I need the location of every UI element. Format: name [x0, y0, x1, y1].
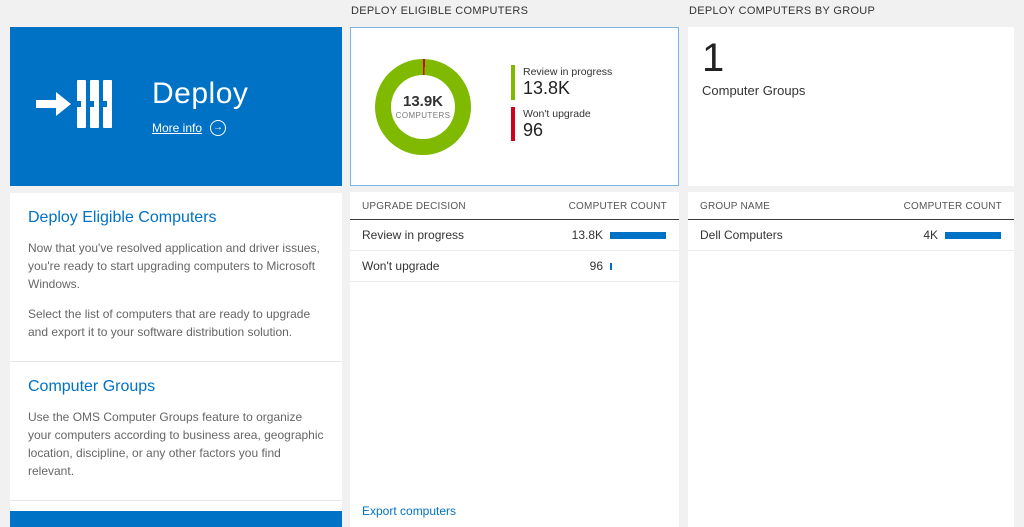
upgrade-decision-table-card: UPGRADE DECISION COMPUTER COUNT Review i… — [350, 192, 679, 527]
deploy-eligible-computers-heading: Deploy Eligible Computers — [28, 209, 217, 226]
column-header-group-name: GROUP NAME — [700, 201, 771, 212]
count-bar — [610, 231, 666, 239]
table-header-row: GROUP NAME COMPUTER COUNT — [688, 192, 1014, 220]
export-computers-link[interactable]: Export computers — [362, 504, 457, 518]
more-info-link[interactable]: More info — [152, 121, 203, 135]
column-header-computer-count: COMPUTER COUNT — [568, 201, 667, 212]
legend-swatch-green — [511, 64, 515, 100]
deploy-icon — [36, 76, 114, 137]
left-footer-accent-bar — [10, 511, 342, 527]
right-column-header: DEPLOY COMPUTERS BY GROUP — [689, 5, 876, 17]
row-bar-cell — [610, 231, 667, 239]
table-row[interactable]: Dell Computers 4K — [688, 220, 1014, 251]
section-paragraph: Select the list of computers that are re… — [28, 307, 311, 339]
deploy-tile-title: Deploy — [152, 77, 249, 110]
deploy-tile[interactable]: Deploy More info → — [10, 27, 342, 186]
eligible-computers-donut-chart[interactable]: 13.9K COMPUTERS — [375, 58, 471, 155]
column-header-upgrade-decision: UPGRADE DECISION — [362, 201, 466, 212]
column-header-computer-count: COMPUTER COUNT — [903, 201, 1002, 212]
middle-column-header: DEPLOY ELIGIBLE COMPUTERS — [351, 5, 529, 17]
deploy-overview-column: Deploy More info → Deploy Eligible Compu… — [10, 27, 342, 527]
donut-center-label: COMPUTERS — [395, 111, 451, 120]
deploy-eligible-computers-column: DEPLOY ELIGIBLE COMPUTERS 13.9K COMPUTER… — [350, 0, 679, 527]
count-bar — [945, 231, 1001, 239]
legend-item-review-in-progress: Review in progress 13.8K — [511, 64, 613, 100]
computer-groups-count: 1 — [702, 36, 725, 80]
row-value: 4K — [923, 228, 938, 242]
legend-label: Won't upgrade — [523, 107, 591, 120]
table-row[interactable]: Review in progress 13.8K — [350, 220, 679, 251]
eligible-computers-donut-card[interactable]: 13.9K COMPUTERS Review in progress 13.8K… — [350, 27, 679, 186]
legend-value: 96 — [523, 119, 544, 140]
count-bar — [610, 262, 612, 270]
section-paragraph: Use the OMS Computer Groups feature to o… — [28, 410, 324, 478]
row-label: Review in progress — [362, 228, 465, 242]
legend-item-wont-upgrade: Won't upgrade 96 — [511, 106, 612, 142]
deploy-tile-text: Deploy More info → — [152, 77, 248, 136]
computer-groups-summary-card[interactable]: 1 Computer Groups — [688, 27, 1014, 186]
donut-center-value: 13.9K — [402, 93, 444, 110]
legend-swatch-red — [511, 106, 515, 142]
deploy-computers-by-group-column: DEPLOY COMPUTERS BY GROUP 1 Computer Gro… — [688, 0, 1014, 527]
row-label: Won't upgrade — [362, 259, 440, 273]
legend-label: Review in progress — [523, 65, 613, 78]
group-table-card: GROUP NAME COMPUTER COUNT Dell Computers… — [688, 192, 1014, 527]
row-label: Dell Computers — [700, 228, 783, 242]
legend-value: 13.8K — [523, 77, 571, 98]
row-bar-cell — [610, 262, 667, 270]
computer-groups-heading: Computer Groups — [28, 378, 156, 395]
donut-legend: Review in progress 13.8K Won't upgrade 9… — [511, 64, 613, 148]
row-bar-cell — [945, 231, 1002, 239]
table-header-row: UPGRADE DECISION COMPUTER COUNT — [350, 192, 679, 220]
table-row[interactable]: Won't upgrade 96 — [350, 251, 679, 282]
more-info-row: More info → — [152, 120, 248, 136]
section-computer-groups: Computer Groups Use the OMS Computer Gro… — [10, 362, 342, 501]
deploy-description-panel: Deploy Eligible Computers Now that you'v… — [10, 193, 342, 511]
section-paragraph: Now that you've resolved application and… — [28, 241, 320, 291]
arrow-circle-icon[interactable]: → — [210, 120, 227, 136]
section-deploy-eligible-computers: Deploy Eligible Computers Now that you'v… — [10, 193, 342, 362]
donut-center: 13.9K COMPUTERS — [391, 74, 455, 139]
row-value: 13.8K — [571, 228, 603, 242]
computer-groups-label: Computer Groups — [702, 83, 806, 98]
row-value: 96 — [589, 259, 603, 273]
